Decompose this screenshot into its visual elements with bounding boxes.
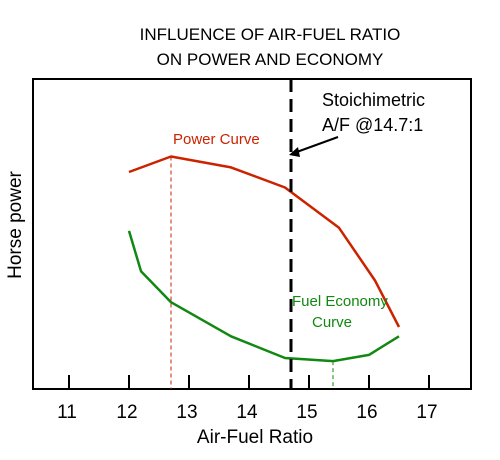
reference-arrow-shaft bbox=[293, 136, 339, 154]
chart-title-line-1: INFLUENCE OF AIR-FUEL RATIO bbox=[140, 25, 401, 44]
economy-curve-label-line-1: Fuel Economy bbox=[292, 293, 388, 310]
x-tick-label-14: 14 bbox=[236, 402, 258, 423]
series-line-0 bbox=[128, 155, 401, 328]
series-lines bbox=[127, 155, 401, 363]
x-tick-label-11: 11 bbox=[57, 402, 77, 423]
x-tick-label-13: 13 bbox=[176, 402, 197, 423]
reference-arrow-head bbox=[289, 147, 300, 157]
reference-label-line-1: Stoichimetric bbox=[322, 90, 425, 110]
y-axis-label: Horse power bbox=[5, 170, 26, 278]
x-axis-label: Air-Fuel Ratio bbox=[197, 427, 313, 448]
reference-label-line-2: A/F @14.7:1 bbox=[322, 115, 423, 135]
x-axis-tick-labels: 11 12 13 14 15 16 17 bbox=[57, 402, 437, 423]
chart-title-line-2: ON POWER AND ECONOMY bbox=[157, 50, 384, 69]
x-axis-ticks bbox=[68, 375, 430, 389]
power-curve-label: Power Curve bbox=[173, 131, 260, 148]
x-tick-label-17: 17 bbox=[416, 402, 437, 423]
plot-frame bbox=[32, 78, 472, 390]
x-tick-label-16: 16 bbox=[356, 402, 377, 423]
x-tick-label-12: 12 bbox=[116, 402, 137, 423]
drop-lines bbox=[170, 156, 334, 389]
x-tick-label-15: 15 bbox=[296, 402, 317, 423]
series-line-1 bbox=[127, 230, 400, 363]
economy-curve-label-line-2: Curve bbox=[312, 314, 352, 331]
chart-title: INFLUENCE OF AIR-FUEL RATIO ON POWER AND… bbox=[140, 25, 401, 69]
